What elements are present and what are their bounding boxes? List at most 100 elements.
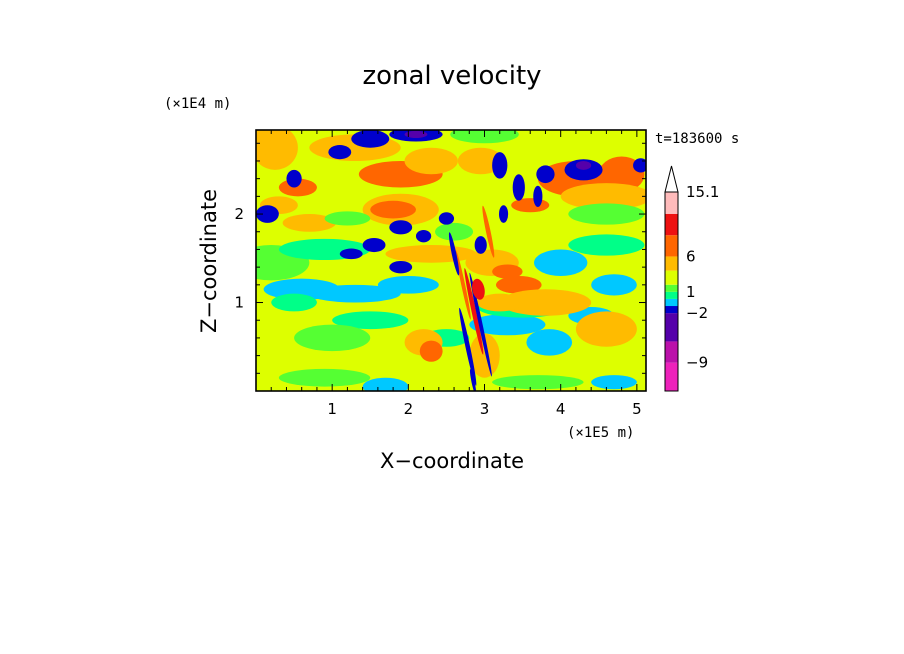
colorbar-segment [665,313,678,342]
y-tick-label: 1 [234,294,244,312]
contour-patch [492,375,584,390]
contour-patch [511,198,550,213]
contour-patch [278,368,371,387]
contour-patch [419,340,443,362]
contour-patch [404,147,458,175]
colorbar-label: −2 [686,304,708,322]
contour-patch [498,205,509,223]
colorbar-extend-arrow [664,165,679,193]
contour-patch [404,130,428,138]
wave-band-patch [448,232,460,276]
wave-band-patch [472,278,485,300]
x-tick-labels: 1 2 3 4 5 [327,400,641,418]
contour-patch [591,375,637,390]
contour-patch [438,212,455,225]
contour-patch [526,329,573,356]
contour-patch [495,275,542,294]
colorbar-label: 15.1 [686,183,719,201]
y-tick-labels: 12 [234,205,244,311]
colorbar-segment [665,298,678,307]
chart-title: zonal velocity [362,61,541,91]
contour-patch [370,200,416,219]
colorbar-segment [665,291,678,299]
contour-patch [633,158,646,173]
wave-band-patch [482,205,495,258]
x-tick-label: 2 [404,400,414,418]
contour-patch [385,245,477,263]
contour-patch [499,289,592,316]
contour-patch [575,160,592,170]
contour-patch [533,185,543,207]
contour-patch [469,314,546,336]
contour-patch [271,293,317,312]
colorbar-segment [665,270,678,285]
wave-band-patch [464,268,484,355]
contour-patch [536,165,555,184]
contour-patch [476,293,523,312]
contour-patch [415,229,432,243]
colorbar-segment [665,306,678,314]
wave-band-patch [459,307,477,386]
contour-patch [362,237,386,253]
contour-patch [492,264,523,279]
x-tick-label: 1 [327,400,337,418]
plot-area [255,129,647,392]
colorbar-segment [665,256,678,271]
contour-patch [256,130,272,157]
x-axis-title: X−coordinate [380,449,524,473]
contour-patch [351,130,390,148]
contour-patch [560,183,646,210]
contour-patch [286,169,302,188]
axis-ticks [256,130,646,391]
contour-patch [389,260,413,274]
colorbar-label: −9 [686,354,708,372]
x-tick-label: 3 [480,400,490,418]
colorbar-label: 1 [686,283,696,301]
contour-patch [256,205,279,223]
contour-patch [564,159,603,181]
colorbar-labels: 15.1 6 1 −2 −9 [686,183,719,372]
y-tick-label: 2 [234,205,244,223]
contour-patch [591,274,637,296]
contour-patch [328,145,352,160]
contour-patch [534,249,588,276]
contour-patch [568,203,645,225]
contour-patch [282,214,336,232]
colorbar-segment [665,362,678,391]
time-label: t=183600 s [655,131,739,147]
contour-field [256,130,646,391]
contour-patch [309,284,401,303]
plot-frame [255,129,647,392]
colorbar-segment [665,213,678,236]
contour-patch [324,211,371,226]
contour-patch [512,174,525,201]
x-tick-label: 5 [632,400,642,418]
wave-band-patch [455,250,471,320]
wave-band-patch [469,369,477,391]
contour-patch [339,248,363,260]
x-tick-label: 4 [556,400,566,418]
colorbar-segment [665,235,678,257]
contour-patch [492,152,508,179]
colorbar-segment [665,192,678,214]
contour-patch [575,311,637,347]
y-unit-label: (×1E4 m) [164,96,231,112]
contour-patch [568,234,645,256]
contour-patch [457,147,504,175]
contour-patch [469,333,500,378]
colorbar-segment [665,341,678,363]
x-unit-label: (×1E5 m) [567,425,634,441]
contour-patch [435,222,474,241]
contour-patch [474,236,487,254]
colorbar-label: 6 [686,247,696,265]
colorbar [664,165,679,392]
contour-patch [377,275,439,294]
contour-patch [294,324,371,352]
wave-band-patch [469,272,492,377]
contour-patch [389,220,413,235]
y-axis-title: Z−coordinate [197,189,221,333]
contour-patch [362,377,409,391]
contour-patch [332,311,409,330]
colorbar-segment [665,284,678,292]
